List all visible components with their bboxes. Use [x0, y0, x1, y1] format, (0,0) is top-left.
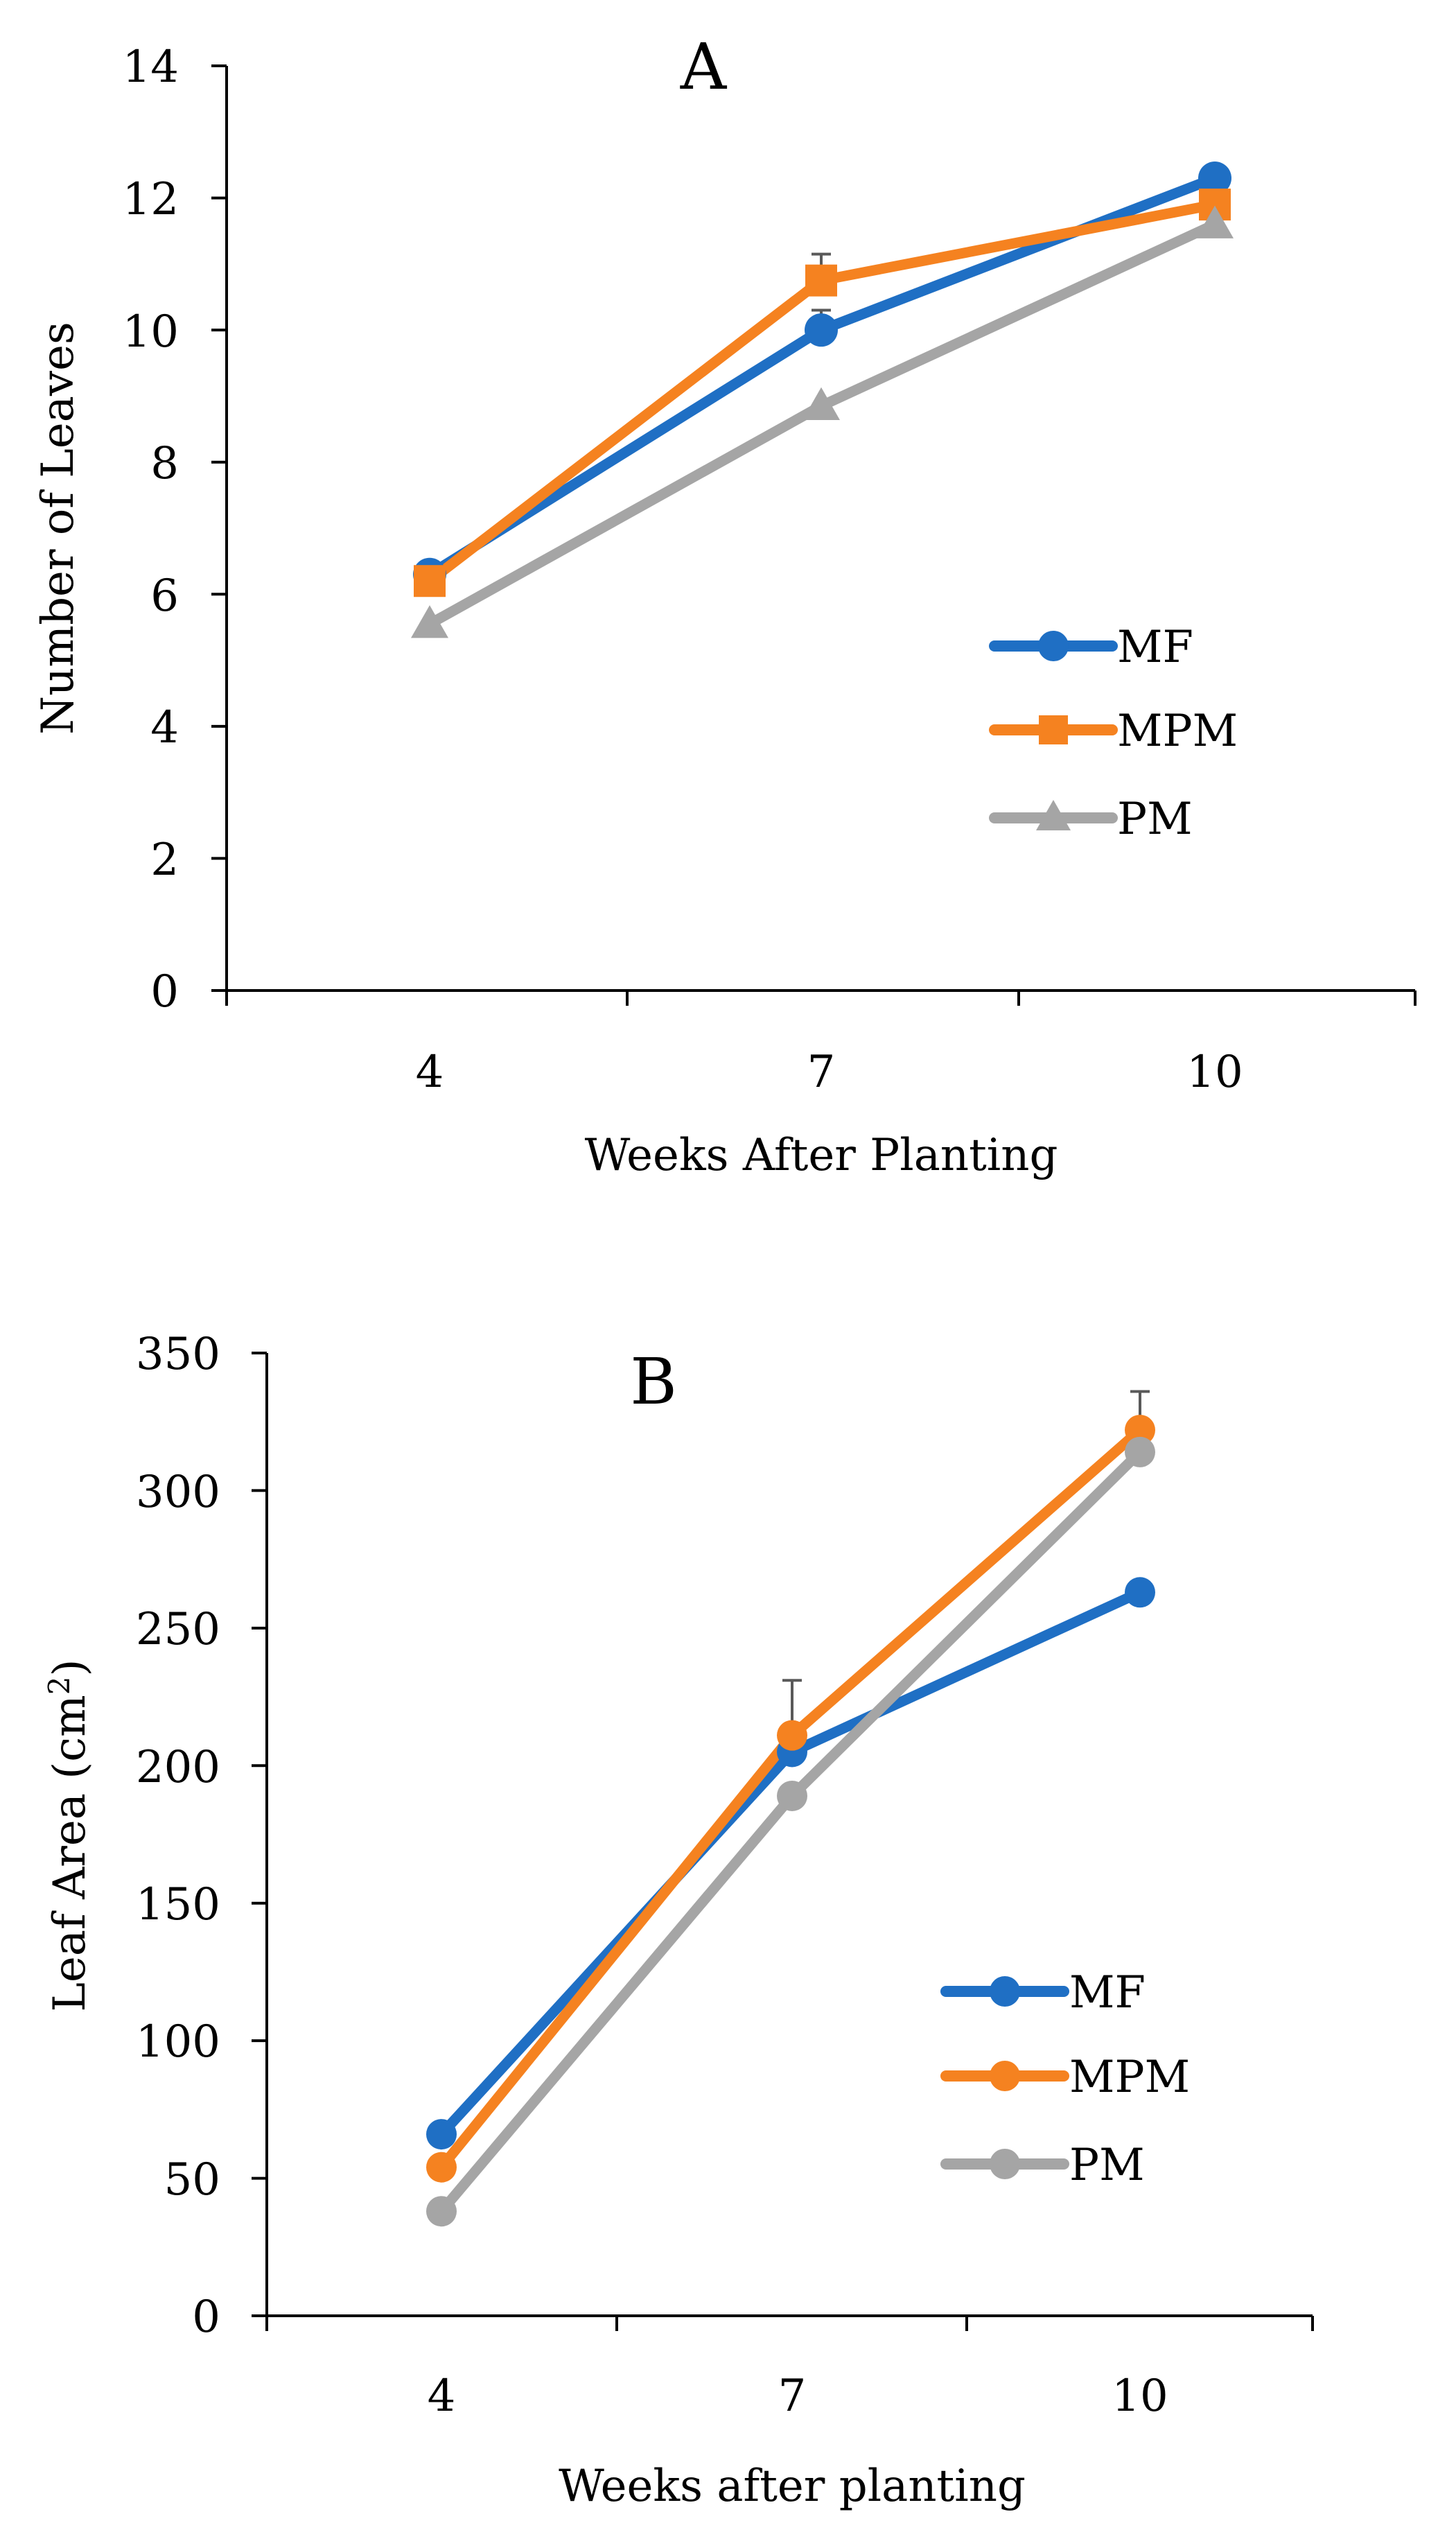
- chart-a-x-tick-label: 7: [807, 1047, 836, 1098]
- chart-a-x-tick-label: 4: [416, 1047, 444, 1098]
- chart-b-y-tick-label: 300: [136, 1467, 220, 1518]
- chart-b-line-mf: [436, 1587, 1146, 2140]
- chart-b-y-tick-label: 150: [136, 1879, 220, 1930]
- chart-a: A 4 7 10 0 2 4 6 8 10 12 14 Number of Le…: [33, 30, 1416, 1181]
- chart-a-title: A: [680, 30, 728, 104]
- chart-a-y-tick-label: 8: [150, 438, 179, 489]
- chart-b-point-pm: [1125, 1436, 1155, 1467]
- chart-b-y-tick-label: 50: [164, 2154, 220, 2206]
- chart-b-y-axis-title-end: ): [44, 1659, 96, 1677]
- chart-b-legend-label: PM: [1069, 2140, 1145, 2191]
- chart-a-line-mf: [424, 173, 1220, 580]
- chart-b-point-mpm: [426, 2152, 457, 2183]
- chart-b-x-axis-title: Weeks after planting: [559, 2461, 1026, 2512]
- chart-b-point-mpm: [1125, 1415, 1155, 1446]
- chart-a-point-pm: [411, 605, 448, 638]
- chart-b-y-axis-title: Leaf Area (cm2): [42, 1659, 96, 2012]
- chart-b-legend-label: MPM: [1069, 2052, 1190, 2103]
- chart-a-y-tick-label: 10: [123, 306, 179, 358]
- chart-a-legend-label: MPM: [1117, 706, 1238, 757]
- chart-a-point-mf: [1198, 161, 1231, 195]
- chart-b-point-pm: [426, 2196, 457, 2227]
- chart-a-point-pm: [802, 387, 840, 420]
- chart-b-markers: [426, 1415, 1155, 2227]
- chart-a-legend: MF MPM PM: [989, 622, 1238, 845]
- chart-b-legend-label: MF: [1069, 1967, 1146, 2018]
- chart-a-y-tick-label: 12: [123, 174, 179, 225]
- chart-b-y-axis-title-sup: 2: [42, 1676, 76, 1695]
- chart-b-line-pm: [436, 1447, 1146, 2217]
- chart-b-point-mf: [1125, 1577, 1155, 1608]
- chart-b-legend-marker-pm: [990, 2149, 1020, 2179]
- chart-a-point-mpm: [805, 264, 837, 297]
- chart-b-error-bars: [782, 1390, 1150, 1736]
- chart-a-legend-label: MF: [1117, 622, 1193, 673]
- chart-b-y-tick-label: 200: [136, 1742, 220, 1793]
- chart-a-y-tick-label: 2: [150, 835, 179, 886]
- chart-a-point-mf: [805, 313, 838, 347]
- chart-a-x-tick-label: 10: [1186, 1047, 1243, 1098]
- chart-b-legend: MF MPM PM: [940, 1967, 1190, 2191]
- chart-b-point-pm: [777, 1780, 807, 1811]
- chart-b-point-mf: [426, 2119, 457, 2150]
- chart-b-lines: [436, 1424, 1146, 2217]
- chart-b-x-tick-label: 10: [1112, 2371, 1168, 2422]
- chart-a-ticks: [211, 64, 1416, 1006]
- chart-b-legend-marker-mpm: [990, 2061, 1020, 2091]
- chart-a-x-axis-title: Weeks After Planting: [585, 1130, 1058, 1181]
- chart-a-legend-marker-mf: [1038, 631, 1069, 661]
- chart-b-point-mpm: [777, 1720, 807, 1751]
- chart-b-x-tick-label: 4: [428, 2371, 456, 2422]
- chart-a-y-tick-label: 0: [150, 966, 179, 1018]
- chart-a-legend-marker-pm: [1036, 800, 1071, 830]
- chart-b-ticks: [252, 1352, 1314, 2331]
- chart-b-y-tick-label: 350: [136, 1329, 220, 1380]
- chart-a-point-pm: [1196, 205, 1234, 238]
- chart-b: B 4 7 10 0 50 100 150 200 250 300 350 Le…: [42, 1329, 1314, 2512]
- chart-a-y-tick-label: 14: [123, 42, 179, 93]
- chart-a-y-tick-label: 6: [150, 570, 179, 622]
- chart-a-y-axis-title: Number of Leaves: [33, 322, 84, 735]
- chart-b-legend-marker-mf: [990, 1976, 1020, 2007]
- chart-a-legend-label: PM: [1117, 794, 1193, 845]
- chart-a-legend-marker-mpm: [1039, 715, 1068, 744]
- chart-b-y-axis-title-main: Leaf Area (cm: [44, 1695, 96, 2012]
- chart-b-y-tick-label: 100: [136, 2016, 220, 2068]
- chart-a-markers: [411, 161, 1234, 638]
- chart-b-y-tick-label: 0: [192, 2292, 220, 2343]
- chart-b-y-tick-label: 250: [136, 1604, 220, 1655]
- chart-b-x-tick-label: 7: [778, 2371, 807, 2422]
- chart-a-y-tick-label: 4: [150, 702, 179, 753]
- chart-a-point-mpm: [414, 565, 446, 597]
- chart-b-title: B: [630, 1345, 677, 1419]
